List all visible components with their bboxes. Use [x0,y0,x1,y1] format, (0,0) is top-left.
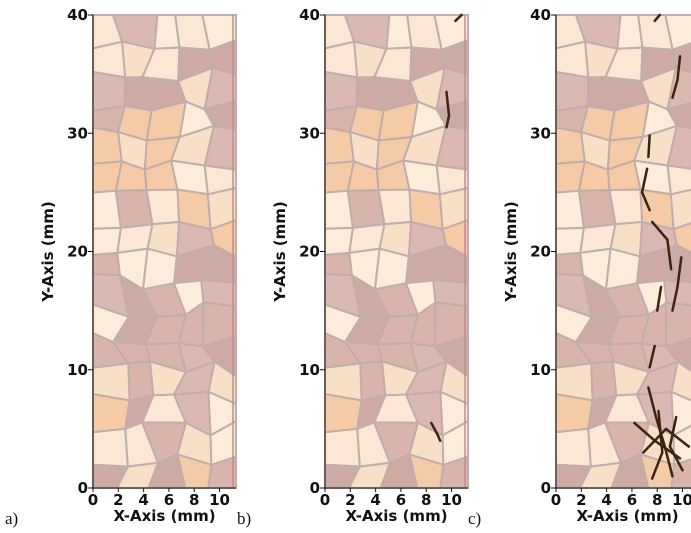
y-axis-label: Y-Axis (mm) [39,201,57,302]
y-tick-label: 10 [530,361,551,379]
y-tick-label: 0 [78,479,88,497]
grain [93,429,128,467]
grain [556,253,583,275]
y-tick-label: 0 [310,479,320,497]
figure: 0102030400246810X-Axis (mm)Y-Axis (mm)a)… [0,0,691,533]
x-tick-label: 0 [88,491,98,509]
y-tick-label: 40 [530,6,551,24]
y-tick-label: 40 [299,6,320,24]
y-tick-label: 20 [67,243,88,261]
grain [556,72,588,111]
grain [556,394,593,432]
y-tick-label: 30 [299,124,320,142]
grain [379,190,412,225]
grain [93,253,120,275]
y-axis-label: Y-Axis (mm) [502,201,520,302]
grain-map [325,15,468,488]
grain [325,394,362,432]
y-tick-label: 10 [67,361,88,379]
grain [325,253,352,275]
x-axis-label: X-Axis (mm) [576,507,678,525]
y-tick-label: 10 [299,361,320,379]
y-tick-label: 0 [541,479,551,497]
y-tick-label: 20 [530,243,551,261]
x-tick-label: 0 [551,491,561,509]
panel-label: b) [237,509,251,528]
grain-map [93,15,236,488]
grain [671,188,691,229]
panel-label: c) [468,509,481,528]
y-tick-label: 30 [530,124,551,142]
x-tick-label: 0 [320,491,330,509]
y-tick-label: 20 [299,243,320,261]
x-axis-label: X-Axis (mm) [113,507,215,525]
grain [325,429,360,467]
grain [93,72,125,111]
y-tick-label: 30 [67,124,88,142]
y-tick-label: 40 [67,6,88,24]
grain [325,72,357,111]
grain-map [556,15,691,488]
crack [648,136,649,157]
grain [93,394,130,432]
grain [610,190,643,225]
panel-label: a) [5,509,18,528]
grain [556,429,591,467]
y-axis-label: Y-Axis (mm) [271,201,289,302]
grain [147,190,180,225]
x-axis-label: X-Axis (mm) [345,507,447,525]
